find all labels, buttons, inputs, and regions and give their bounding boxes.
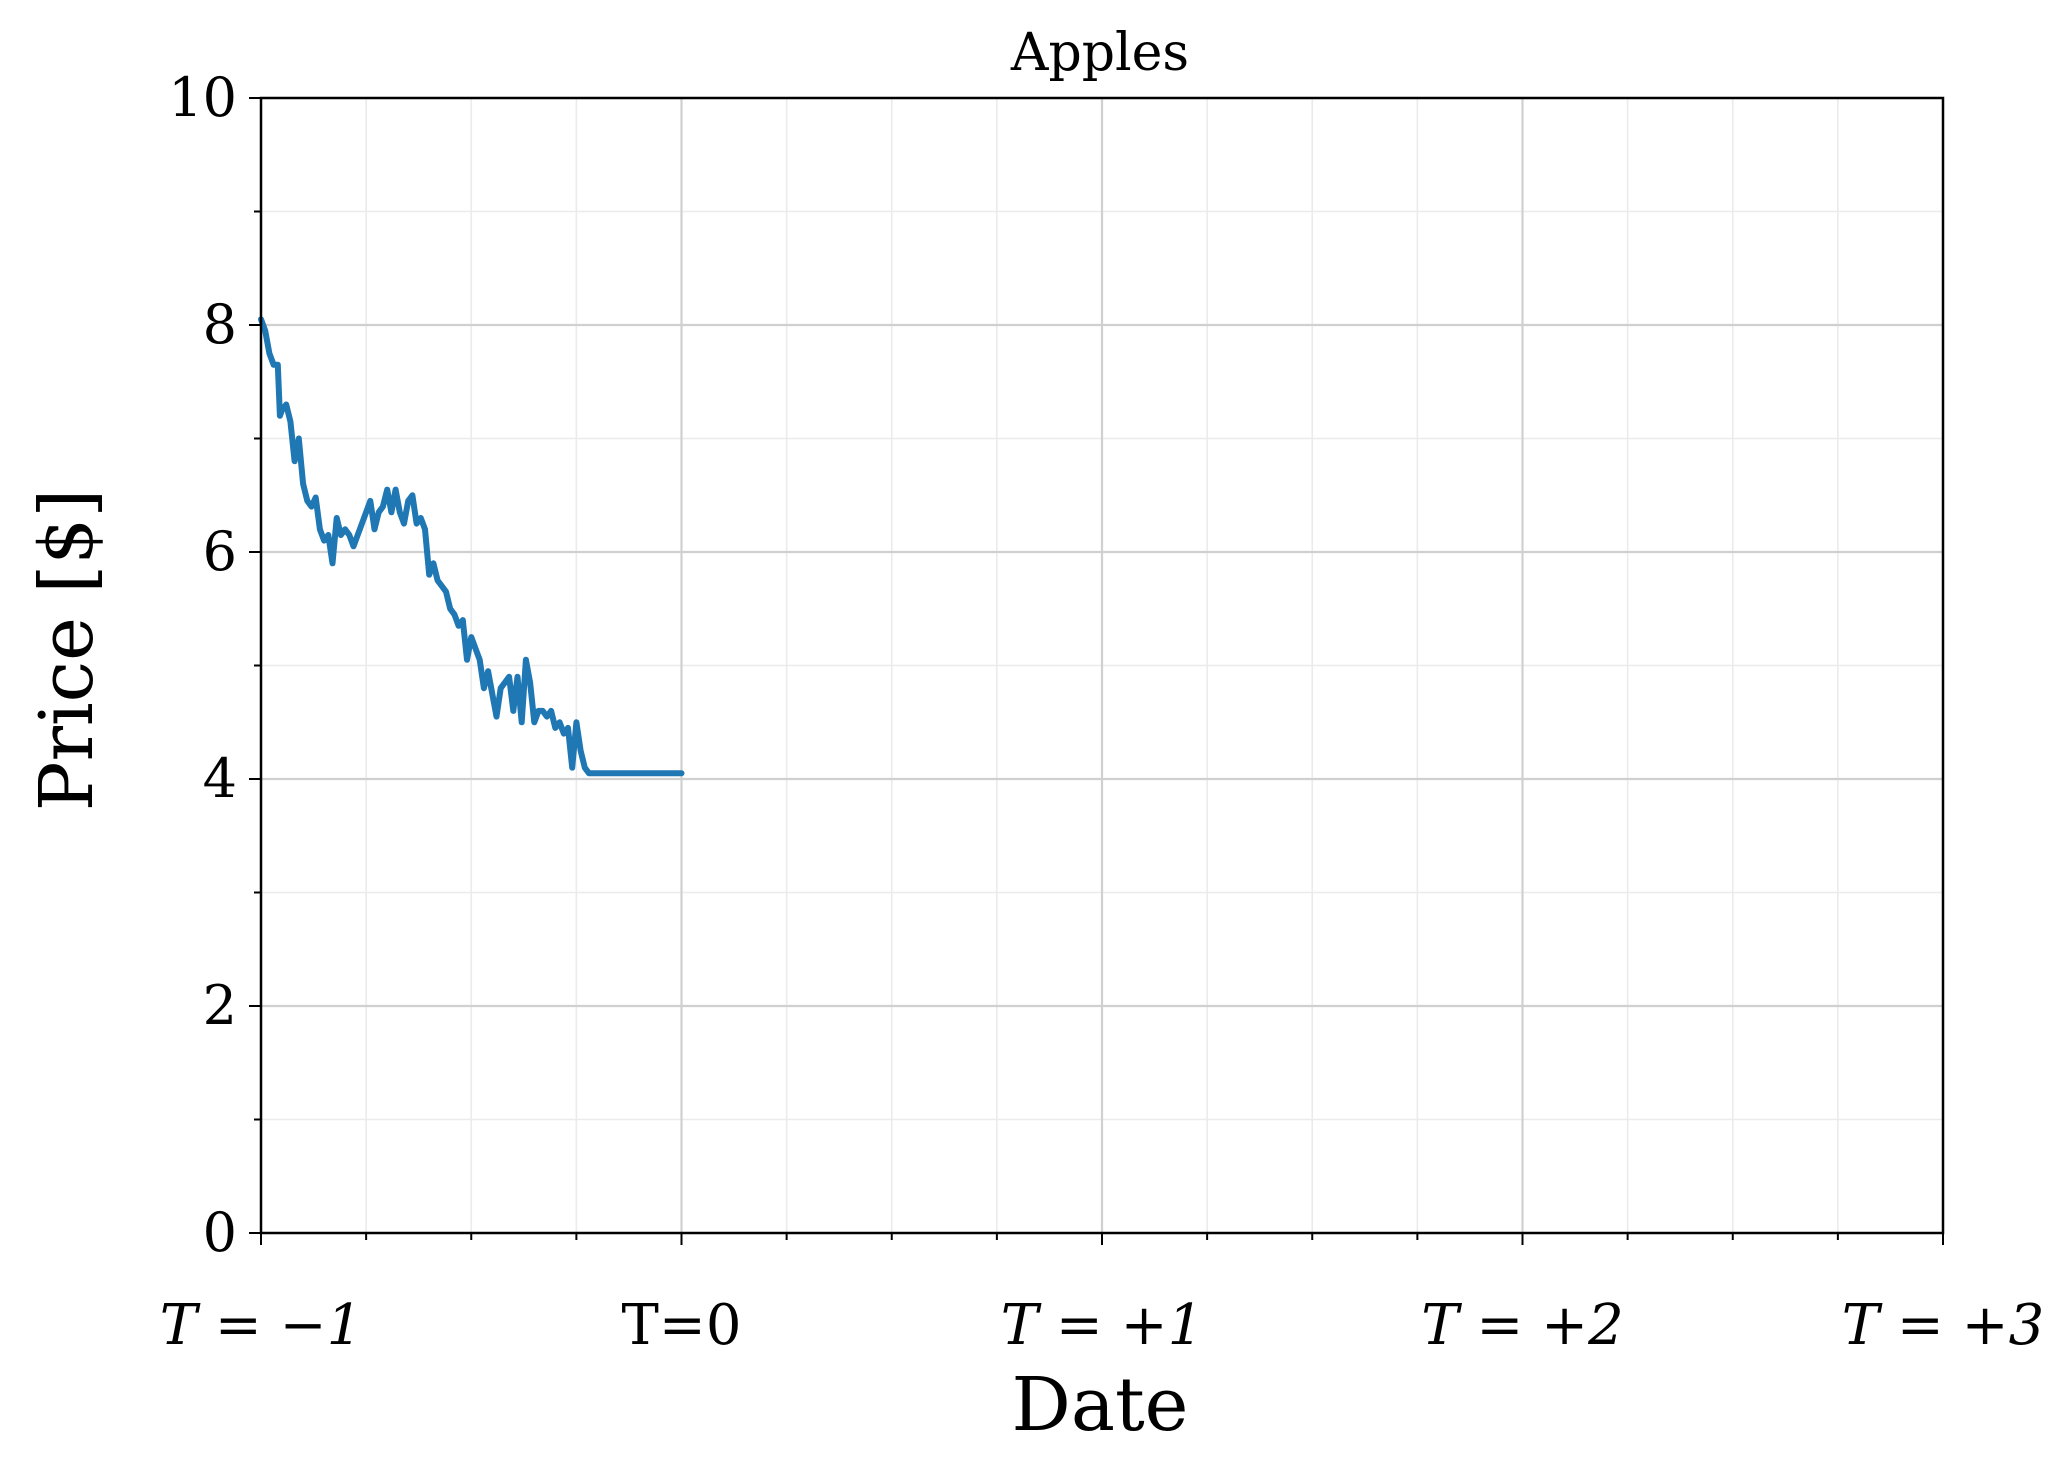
x-axis-label: Date: [1012, 1362, 1189, 1448]
y-tick-label: 6: [203, 520, 237, 583]
y-axis-label: Price [$]: [24, 489, 110, 811]
y-tick-label: 2: [203, 974, 237, 1037]
y-tick-labels: 0 2 4 6 8 10: [168, 66, 237, 1264]
y-tick-label: 0: [203, 1201, 237, 1264]
y-tick-label: 10: [168, 66, 237, 129]
chart-title: Apples: [1010, 23, 1189, 83]
x-tick-label: T = −1: [160, 1293, 362, 1358]
y-tick-label: 4: [203, 747, 237, 810]
major-gridlines: [261, 98, 1943, 1233]
axis-ticks: [249, 97, 1944, 1245]
y-tick-label: 8: [203, 293, 237, 356]
x-tick-label: T = +2: [1421, 1293, 1623, 1358]
x-tick-label: T=0: [622, 1293, 742, 1358]
series-line: [258, 316, 685, 777]
x-tick-labels: T = −1 T=0 T = +1 T = +2 T = +3: [160, 1293, 2044, 1358]
x-tick-label: T = +1: [1001, 1293, 1203, 1358]
x-tick-label: T = +3: [1842, 1293, 2044, 1358]
series-layer: [258, 316, 685, 777]
